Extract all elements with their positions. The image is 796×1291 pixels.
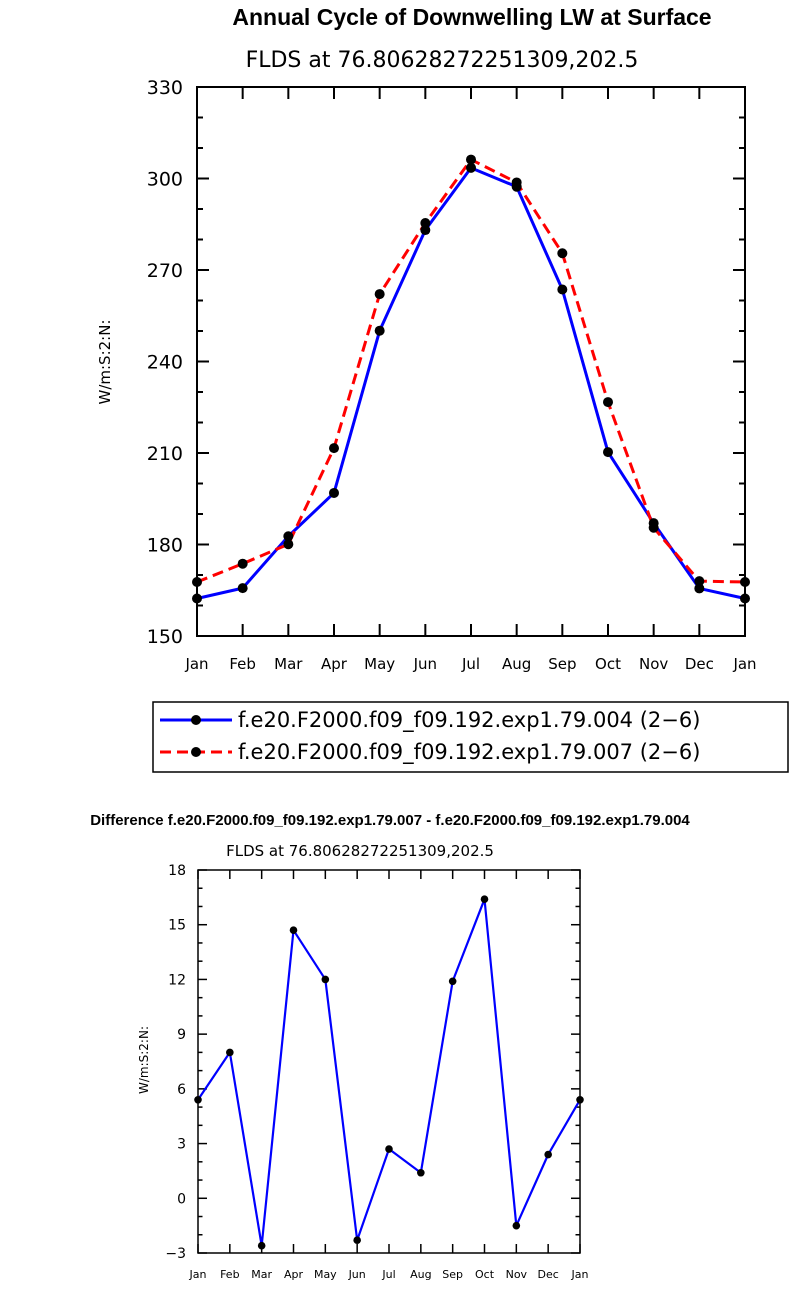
y-tick-label: 6: [177, 1082, 186, 1098]
y-tick-label: 240: [147, 352, 183, 374]
series-line-1: [196, 158, 746, 584]
x-tick-label: May: [314, 1268, 337, 1281]
series-0-point: [480, 895, 489, 903]
chart2-y-tick-labels: −3 0 3 6 9 12 15 18: [165, 863, 186, 1262]
series-0-point: [512, 1221, 521, 1230]
x-tick-label: May: [364, 655, 395, 673]
x-tick-label: Feb: [220, 1268, 239, 1281]
y-tick-label: 150: [147, 626, 183, 648]
chart1-plot-frame: [196, 86, 746, 637]
chart2-ticks: [197, 869, 581, 1254]
series-1-point: [237, 558, 248, 569]
difference-chart: Difference f.e20.F2000.f09_f09.192.exp1.…: [90, 812, 690, 1281]
x-tick-label: Jan: [184, 655, 208, 673]
y-tick-label: 12: [168, 972, 186, 988]
series-0-point: [694, 583, 705, 594]
x-tick-label: Jan: [189, 1268, 207, 1281]
series-line-0: [196, 166, 746, 600]
x-tick-label: Jan: [571, 1268, 589, 1281]
series-0-point: [237, 583, 248, 594]
series-0-point: [283, 531, 294, 542]
y-tick-label: 300: [147, 169, 183, 191]
series-0-point: [557, 284, 568, 295]
series-0-point: [603, 447, 613, 458]
x-tick-label: Mar: [274, 655, 303, 673]
legend-marker-004: [191, 715, 201, 725]
series-0-point: [374, 325, 385, 336]
chart1-x-tick-labels: Jan Feb Mar Apr May Jun Jul Aug Sep Oct Nov Dec Jan: [184, 655, 756, 673]
series-0-point: [329, 487, 339, 498]
series-1-point: [420, 218, 431, 229]
x-tick-label: Apr: [284, 1268, 304, 1281]
chart2-title: Difference f.e20.F2000.f09_f09.192.exp1.…: [90, 812, 690, 829]
x-tick-label: Feb: [229, 655, 256, 673]
series-1-point: [374, 289, 385, 300]
chart2-y-axis-label: W/m:S:2:N:: [137, 1026, 151, 1094]
x-tick-label: Aug: [502, 655, 531, 673]
series-1-point: [511, 177, 522, 188]
chart1-legend: f.e20.F2000.f09_f09.192.exp1.79.004 (2−6…: [152, 701, 789, 773]
series-0-point: [417, 1168, 425, 1177]
y-tick-label: 18: [168, 863, 186, 879]
legend-marker-007: [191, 747, 201, 757]
legend-label-004: f.e20.F2000.f09_f09.192.exp1.79.004 (2−6…: [238, 708, 700, 733]
x-tick-label: Mar: [251, 1268, 272, 1281]
series-0-point: [226, 1048, 234, 1057]
series-1-point: [283, 539, 294, 550]
x-tick-label: Jan: [732, 655, 756, 673]
annual-cycle-chart: Annual Cycle of Downwelling LW at Surfac…: [96, 4, 789, 773]
x-tick-label: Jun: [348, 1268, 366, 1281]
series-1-point: [694, 576, 705, 587]
y-tick-label: 15: [168, 918, 186, 934]
series-1-point: [603, 397, 613, 408]
x-tick-label: Sep: [548, 655, 576, 673]
y-tick-label: −3: [165, 1246, 186, 1262]
series-1-point: [466, 154, 476, 165]
series-0-point: [448, 977, 457, 986]
x-tick-label: Oct: [595, 655, 621, 673]
chart2-x-tick-labels: Jan Feb Mar Apr May Jun Jul Aug Sep Oct Nov Dec Jan: [189, 1268, 589, 1281]
legend-box: [152, 701, 789, 773]
x-tick-label: Apr: [321, 655, 348, 673]
series-0-point: [289, 926, 298, 934]
series-0-point: [257, 1241, 266, 1250]
series-0-point: [544, 1150, 552, 1159]
y-tick-label: 210: [147, 443, 183, 465]
series-0-point: [353, 1236, 361, 1245]
x-tick-label: Sep: [442, 1268, 463, 1281]
chart1-title: Annual Cycle of Downwelling LW at Surfac…: [232, 4, 711, 30]
series-0-point: [420, 225, 431, 236]
x-tick-label: Dec: [685, 655, 714, 673]
y-tick-label: 0: [177, 1191, 186, 1207]
legend-label-007: f.e20.F2000.f09_f09.192.exp1.79.007 (2−6…: [238, 740, 700, 765]
x-tick-label: Nov: [506, 1268, 528, 1281]
chart2-subtitle: FLDS at 76.80628272251309,202.5: [226, 842, 494, 860]
x-tick-label: Aug: [410, 1268, 431, 1281]
x-tick-label: Jun: [413, 655, 437, 673]
y-tick-label: 180: [147, 535, 183, 557]
chart2-series: [194, 895, 584, 1250]
chart1-y-tick-labels: 150 180 210 240 270 300 330: [147, 77, 183, 648]
chart2-plot-frame: [197, 869, 581, 1254]
x-tick-label: Oct: [475, 1268, 495, 1281]
y-tick-label: 9: [177, 1027, 186, 1043]
y-tick-label: 3: [177, 1137, 186, 1153]
x-tick-label: Jul: [381, 1268, 395, 1281]
chart1-series: [192, 154, 750, 604]
series-1-point: [329, 443, 339, 454]
series-line-0: [197, 898, 581, 1247]
series-1-point: [557, 248, 568, 259]
series-0-point: [321, 975, 330, 984]
chart1-subtitle: FLDS at 76.80628272251309,202.5: [246, 48, 639, 73]
series-0-point: [385, 1145, 393, 1153]
chart1-y-axis-label: W/m:S:2:N:: [96, 320, 114, 405]
y-tick-label: 270: [147, 260, 183, 282]
x-tick-label: Nov: [639, 655, 668, 673]
x-tick-label: Jul: [461, 655, 480, 673]
y-tick-label: 330: [147, 77, 183, 99]
series-1-point: [648, 522, 659, 533]
x-tick-label: Dec: [538, 1268, 559, 1281]
series-0-point: [466, 162, 476, 173]
